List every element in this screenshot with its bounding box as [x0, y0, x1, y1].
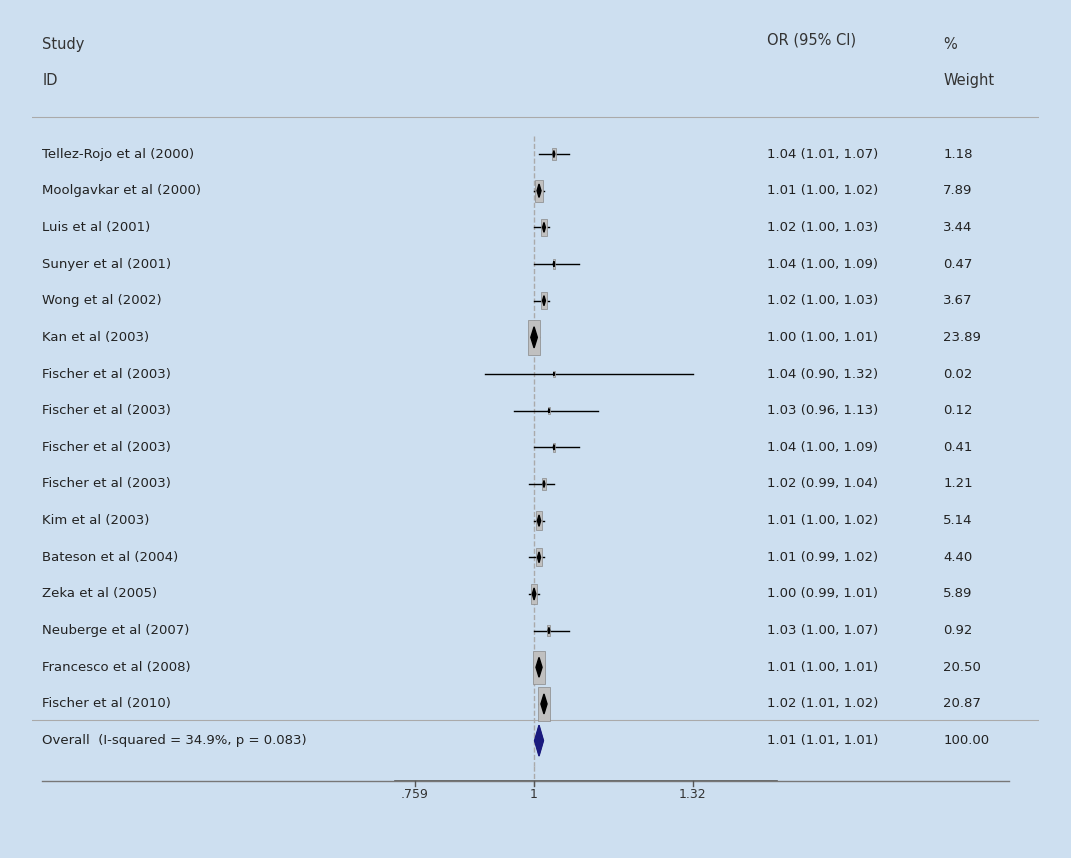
Bar: [553, 443, 555, 452]
Text: 1.03 (0.96, 1.13): 1.03 (0.96, 1.13): [767, 404, 878, 417]
Text: 5.14: 5.14: [944, 514, 972, 527]
Text: Fischer et al (2003): Fischer et al (2003): [42, 367, 171, 380]
Bar: [542, 478, 546, 490]
Text: Overall  (I-squared = 34.9%, p = 0.083): Overall (I-squared = 34.9%, p = 0.083): [42, 734, 306, 747]
Text: 1: 1: [530, 789, 538, 801]
Polygon shape: [554, 444, 555, 450]
Text: Neuberge et al (2007): Neuberge et al (2007): [42, 624, 190, 637]
Bar: [554, 372, 555, 377]
Bar: [548, 408, 549, 414]
Bar: [553, 148, 556, 160]
Text: Study: Study: [42, 37, 85, 51]
Text: 1.01 (1.00, 1.02): 1.01 (1.00, 1.02): [767, 514, 878, 527]
Polygon shape: [532, 588, 536, 600]
Polygon shape: [531, 327, 538, 347]
Polygon shape: [553, 150, 555, 158]
Bar: [528, 320, 540, 355]
Text: 5.89: 5.89: [944, 588, 972, 601]
Text: 1.21: 1.21: [944, 478, 972, 491]
Text: Weight: Weight: [944, 73, 994, 88]
Text: 1.04 (1.00, 1.09): 1.04 (1.00, 1.09): [767, 257, 878, 270]
Bar: [542, 219, 546, 236]
Text: 1.01 (1.00, 1.01): 1.01 (1.00, 1.01): [767, 661, 878, 674]
Text: 4.40: 4.40: [944, 551, 972, 564]
Text: 1.03 (1.00, 1.07): 1.03 (1.00, 1.07): [767, 624, 878, 637]
Text: 1.32: 1.32: [679, 789, 707, 801]
Text: Bateson et al (2004): Bateson et al (2004): [42, 551, 179, 564]
Text: 0.92: 0.92: [944, 624, 972, 637]
Polygon shape: [538, 552, 541, 563]
Text: Fischer et al (2003): Fischer et al (2003): [42, 478, 171, 491]
Bar: [533, 651, 544, 684]
Bar: [531, 584, 538, 604]
Polygon shape: [534, 725, 543, 756]
Text: 3.44: 3.44: [944, 221, 972, 234]
Text: 7.89: 7.89: [944, 184, 972, 197]
Bar: [547, 625, 550, 636]
Text: 23.89: 23.89: [944, 331, 981, 344]
Text: 1.01 (1.00, 1.02): 1.01 (1.00, 1.02): [767, 184, 878, 197]
Text: Fischer et al (2010): Fischer et al (2010): [42, 698, 171, 710]
Bar: [539, 687, 549, 721]
Text: Kan et al (2003): Kan et al (2003): [42, 331, 149, 344]
Text: 100.00: 100.00: [944, 734, 990, 747]
Text: 20.87: 20.87: [944, 698, 981, 710]
Text: Wong et al (2002): Wong et al (2002): [42, 294, 162, 307]
Text: 1.04 (1.00, 1.09): 1.04 (1.00, 1.09): [767, 441, 878, 454]
Bar: [536, 179, 543, 202]
Text: 1.00 (0.99, 1.01): 1.00 (0.99, 1.01): [767, 588, 878, 601]
Polygon shape: [538, 515, 541, 526]
Polygon shape: [541, 694, 547, 714]
Text: Sunyer et al (2001): Sunyer et al (2001): [42, 257, 171, 270]
Polygon shape: [543, 296, 545, 305]
Text: %: %: [944, 37, 957, 51]
Text: 0.12: 0.12: [944, 404, 972, 417]
Text: Kim et al (2003): Kim et al (2003): [42, 514, 150, 527]
Text: 1.00 (1.00, 1.01): 1.00 (1.00, 1.01): [767, 331, 878, 344]
Bar: [541, 293, 546, 309]
Text: .759: .759: [401, 789, 428, 801]
Text: ID: ID: [42, 73, 58, 88]
Polygon shape: [548, 627, 549, 634]
Text: 1.02 (1.01, 1.02): 1.02 (1.01, 1.02): [767, 698, 878, 710]
Polygon shape: [543, 222, 545, 233]
Bar: [536, 511, 542, 530]
Text: 0.47: 0.47: [944, 257, 972, 270]
Text: 1.18: 1.18: [944, 148, 972, 160]
Text: 0.02: 0.02: [944, 367, 972, 380]
Text: Zeka et al (2005): Zeka et al (2005): [42, 588, 157, 601]
Text: Moolgavkar et al (2000): Moolgavkar et al (2000): [42, 184, 201, 197]
Text: 1.01 (1.01, 1.01): 1.01 (1.01, 1.01): [767, 734, 878, 747]
Text: OR (95% CI): OR (95% CI): [767, 33, 856, 47]
Polygon shape: [543, 480, 545, 487]
Bar: [537, 548, 542, 566]
Text: Luis et al (2001): Luis et al (2001): [42, 221, 150, 234]
Text: 1.02 (1.00, 1.03): 1.02 (1.00, 1.03): [767, 221, 878, 234]
Text: Fischer et al (2003): Fischer et al (2003): [42, 441, 171, 454]
Text: 20.50: 20.50: [944, 661, 981, 674]
Text: Francesco et al (2008): Francesco et al (2008): [42, 661, 191, 674]
Text: 1.04 (0.90, 1.32): 1.04 (0.90, 1.32): [767, 367, 878, 380]
Polygon shape: [554, 262, 555, 267]
Text: 0.41: 0.41: [944, 441, 972, 454]
Polygon shape: [536, 657, 542, 677]
Bar: [553, 259, 555, 269]
Polygon shape: [537, 184, 541, 197]
Text: 1.02 (0.99, 1.04): 1.02 (0.99, 1.04): [767, 478, 878, 491]
Text: 1.01 (0.99, 1.02): 1.01 (0.99, 1.02): [767, 551, 878, 564]
Text: Fischer et al (2003): Fischer et al (2003): [42, 404, 171, 417]
Text: 1.04 (1.01, 1.07): 1.04 (1.01, 1.07): [767, 148, 878, 160]
Text: Tellez-Rojo et al (2000): Tellez-Rojo et al (2000): [42, 148, 194, 160]
Text: 3.67: 3.67: [944, 294, 972, 307]
Text: 1.02 (1.00, 1.03): 1.02 (1.00, 1.03): [767, 294, 878, 307]
